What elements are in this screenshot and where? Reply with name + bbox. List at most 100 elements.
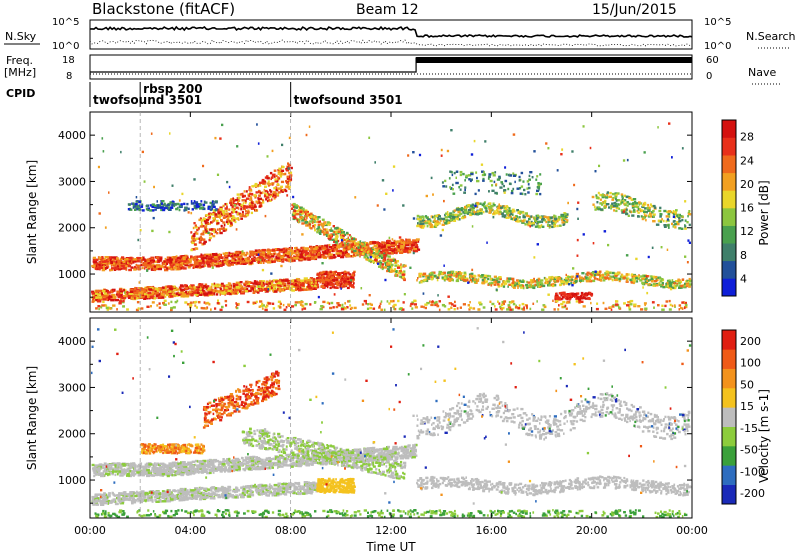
power-cell [496, 211, 499, 213]
power-cell [385, 249, 389, 251]
power-cell [224, 255, 228, 257]
power-cell [101, 256, 103, 258]
power-cell [420, 275, 422, 277]
power-cell [537, 221, 540, 223]
power-cell [285, 254, 287, 256]
power-cell [175, 259, 179, 261]
power-cell [420, 225, 423, 227]
power-cell [352, 280, 354, 282]
power-cell [227, 217, 230, 219]
power-cell [361, 243, 364, 245]
power-cell [146, 208, 148, 210]
power-cell [219, 232, 222, 234]
power-cell [218, 212, 220, 214]
power-cell [271, 198, 273, 200]
power-cell [177, 207, 179, 209]
power-cell [557, 218, 560, 220]
power-cell [219, 256, 222, 258]
power-cell [445, 275, 447, 277]
power-cell [195, 248, 198, 250]
power-cell [158, 288, 160, 290]
power-cell [253, 282, 256, 284]
power-cell [368, 260, 370, 262]
power-cell [408, 241, 412, 243]
power-cell [431, 278, 433, 280]
power-cell [293, 212, 296, 214]
power-cell [517, 287, 519, 289]
power-cell [311, 254, 315, 256]
power-cell [219, 208, 222, 210]
power-cell [240, 218, 243, 220]
nsearch-right-tick-top: 10^5 [704, 17, 731, 28]
power-cell [333, 225, 335, 227]
power-cell [179, 264, 182, 266]
power-cell [277, 183, 279, 185]
power-cell [270, 195, 272, 197]
power-cell [462, 279, 465, 281]
power-cell [404, 265, 407, 267]
power-cell [245, 282, 248, 284]
power-cell [547, 224, 549, 226]
power-cell [103, 295, 108, 297]
power-cell [564, 213, 567, 215]
power-cell [441, 273, 443, 275]
power-cell [631, 274, 633, 276]
power-cell [472, 213, 474, 215]
power-cell [91, 292, 95, 294]
power-cell [195, 224, 197, 226]
power-cell [324, 247, 326, 249]
power-cell [262, 191, 264, 193]
power-cell [631, 211, 633, 213]
power-cell [290, 250, 294, 252]
power-cell [304, 211, 307, 213]
power-cell [448, 271, 451, 273]
power-cell [207, 223, 209, 225]
power-cell [258, 282, 262, 284]
power-cell [547, 221, 549, 223]
power-cell [265, 254, 267, 256]
power-cell [477, 279, 479, 281]
power-cell [535, 226, 538, 228]
power-cell [506, 217, 508, 219]
power-cell [417, 277, 419, 279]
power-cell [217, 216, 220, 218]
power-cell [550, 279, 552, 281]
power-cell [464, 272, 467, 274]
power-cell [327, 223, 329, 225]
power-cell [651, 280, 654, 282]
power-cell [439, 218, 441, 220]
power-cell [351, 274, 354, 276]
power-cell [192, 208, 194, 210]
power-cell [147, 296, 150, 298]
power-cell [302, 208, 305, 210]
power-cell [384, 244, 386, 246]
power-cell [248, 290, 251, 292]
power-cell [606, 271, 609, 273]
power-cell [303, 250, 307, 252]
power-cell [516, 282, 518, 284]
power-cell [213, 292, 215, 294]
power-cell [384, 266, 387, 268]
power-cell [444, 222, 447, 224]
power-cell [164, 260, 166, 262]
power-cell [542, 218, 545, 220]
power-cell [212, 220, 214, 222]
power-cell [176, 263, 179, 265]
power-cell [235, 284, 238, 286]
power-cell [216, 293, 219, 295]
power-cell [287, 176, 290, 178]
power-cell [172, 266, 177, 268]
power-cell [520, 286, 523, 288]
power-cell [304, 280, 306, 282]
power-cell [397, 249, 399, 251]
power-cell [382, 250, 385, 252]
power-cell [327, 221, 330, 223]
power-cell [196, 203, 199, 205]
power-cell [123, 289, 125, 291]
power-cell [242, 211, 244, 213]
power-cell [167, 285, 171, 287]
power-cell [347, 278, 350, 280]
power-cell [525, 212, 528, 214]
power-cell [558, 216, 561, 218]
